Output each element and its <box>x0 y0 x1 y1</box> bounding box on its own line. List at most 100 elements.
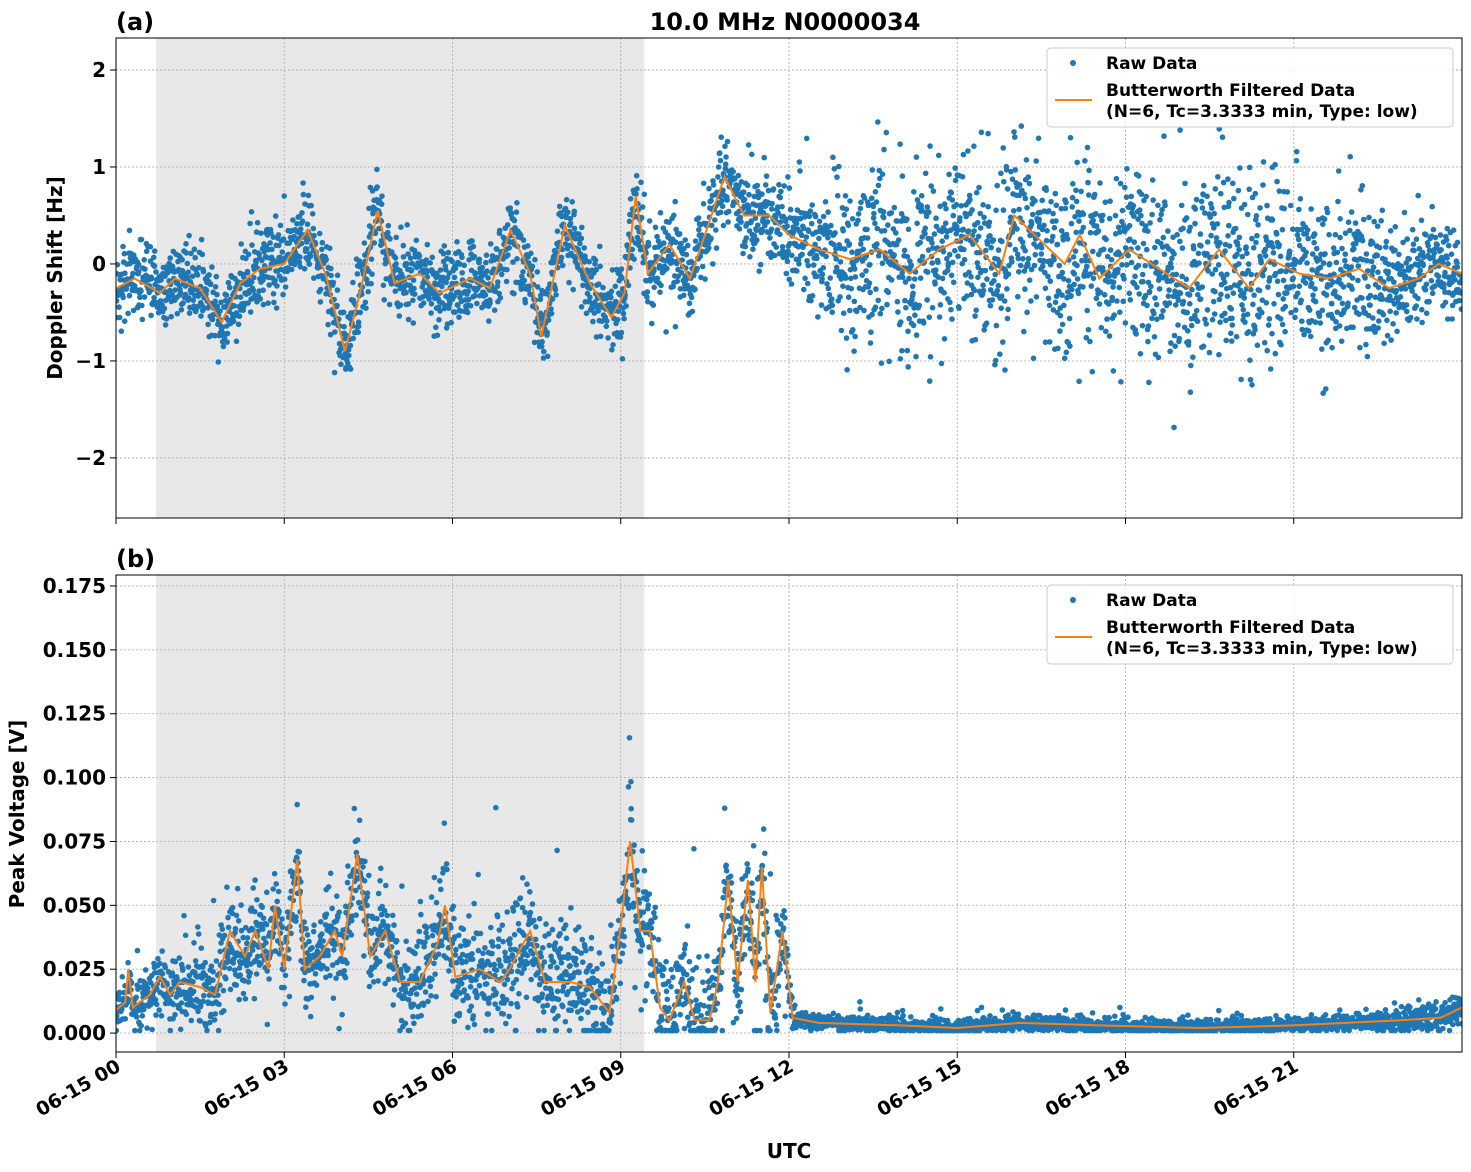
raw-data-point <box>444 866 450 873</box>
raw-data-point <box>857 205 864 212</box>
raw-data-point <box>208 1011 214 1018</box>
raw-data-point <box>1220 179 1227 186</box>
raw-data-point <box>1448 251 1455 257</box>
raw-data-point <box>1071 281 1077 288</box>
raw-data-point <box>1148 283 1154 290</box>
raw-data-point <box>483 252 490 258</box>
raw-data-point <box>974 219 981 226</box>
raw-data-point <box>213 958 220 964</box>
raw-data-point <box>188 250 194 257</box>
raw-data-point <box>385 229 391 236</box>
raw-data-point <box>473 977 479 983</box>
raw-data-point <box>355 329 362 336</box>
raw-data-point <box>526 283 533 290</box>
raw-data-point <box>1083 334 1090 341</box>
raw-data-point <box>1099 265 1106 271</box>
raw-data-point <box>291 233 297 240</box>
raw-data-point <box>657 210 664 216</box>
raw-data-point <box>1157 216 1163 223</box>
raw-data-point <box>610 342 616 348</box>
raw-data-point <box>423 929 429 936</box>
raw-data-point <box>502 949 508 956</box>
raw-data-point <box>1132 273 1138 280</box>
raw-data-point <box>1215 262 1222 268</box>
raw-data-point <box>1006 241 1013 248</box>
raw-data-point <box>1127 236 1133 242</box>
raw-data-point <box>1211 225 1217 231</box>
raw-data-point <box>1161 251 1168 258</box>
raw-data-point <box>1182 180 1188 187</box>
raw-data-point <box>1057 312 1064 319</box>
raw-data-point <box>640 259 646 266</box>
raw-data-point <box>1195 291 1201 298</box>
raw-data-point <box>1211 210 1217 217</box>
raw-data-point <box>1411 247 1417 254</box>
raw-data-point <box>156 1007 162 1013</box>
raw-data-point <box>783 270 790 277</box>
raw-data-point <box>567 215 574 222</box>
raw-data-point <box>987 287 994 293</box>
raw-data-point <box>361 240 368 246</box>
raw-data-point <box>183 241 189 247</box>
raw-data-point <box>325 321 331 328</box>
raw-data-point <box>1296 242 1303 249</box>
raw-data-point <box>183 250 190 256</box>
raw-data-point <box>678 269 685 276</box>
raw-data-point <box>1445 261 1451 267</box>
raw-data-point <box>507 946 514 953</box>
raw-data-point <box>119 1006 125 1013</box>
raw-data-point <box>1240 307 1247 313</box>
raw-data-point <box>1217 240 1223 246</box>
raw-data-point <box>913 154 920 160</box>
raw-data-point <box>1100 212 1106 219</box>
raw-data-point <box>936 314 943 320</box>
raw-data-point <box>1257 205 1263 211</box>
raw-data-point <box>1033 158 1039 164</box>
raw-data-point <box>1016 269 1022 275</box>
raw-data-point <box>1059 321 1066 328</box>
raw-data-point <box>774 227 781 233</box>
raw-data-point <box>828 222 834 229</box>
raw-data-point <box>456 932 462 939</box>
raw-data-point <box>790 229 797 235</box>
raw-data-point <box>679 257 685 263</box>
raw-data-point <box>683 276 689 283</box>
raw-data-point <box>1079 257 1085 264</box>
raw-data-point <box>503 997 510 1003</box>
raw-data-point <box>500 1011 507 1017</box>
raw-data-point <box>781 183 787 189</box>
raw-data-point <box>1267 275 1273 281</box>
raw-data-point <box>327 972 333 979</box>
raw-data-point <box>566 279 572 286</box>
y-tick-label: −2 <box>75 446 106 470</box>
raw-data-point <box>1359 295 1365 301</box>
raw-data-point <box>1039 197 1045 204</box>
raw-data-point <box>755 222 761 228</box>
raw-data-point <box>268 230 274 236</box>
raw-data-point <box>1254 342 1261 349</box>
raw-data-point <box>429 932 436 939</box>
raw-data-point <box>625 282 632 289</box>
raw-data-point <box>389 912 396 919</box>
raw-data-point <box>1423 232 1429 238</box>
raw-data-point <box>1400 239 1406 246</box>
raw-data-point <box>843 335 850 341</box>
raw-data-point <box>504 976 511 983</box>
chart-title: 10.0 MHz N0000034 <box>650 8 921 36</box>
raw-data-point <box>1452 277 1458 283</box>
raw-data-point <box>493 804 499 811</box>
raw-data-point <box>1175 322 1181 328</box>
raw-data-point <box>944 267 951 274</box>
raw-data-point <box>942 220 949 226</box>
raw-data-point <box>1014 226 1020 232</box>
raw-data-point <box>475 871 482 878</box>
raw-data-point <box>137 294 143 301</box>
raw-data-point <box>340 309 347 316</box>
raw-data-point <box>570 286 576 293</box>
raw-data-point <box>369 271 375 277</box>
raw-data-point <box>754 182 761 189</box>
raw-data-point <box>1228 338 1235 344</box>
raw-data-point <box>1190 354 1196 361</box>
raw-data-point <box>554 228 561 234</box>
raw-data-point <box>785 248 791 255</box>
